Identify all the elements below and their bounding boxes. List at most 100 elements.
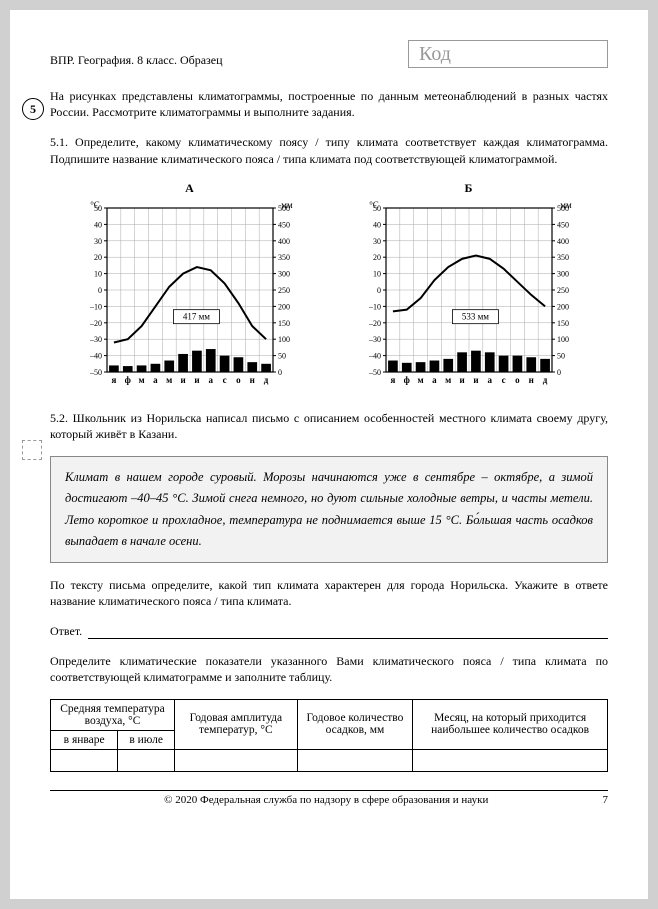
- svg-text:с: с: [501, 375, 505, 385]
- svg-text:о: о: [236, 375, 241, 385]
- svg-text:–20: –20: [368, 319, 381, 328]
- svg-text:0: 0: [557, 368, 561, 377]
- svg-text:20: 20: [94, 253, 102, 262]
- svg-text:–20: –20: [89, 319, 102, 328]
- question-number: 5: [22, 98, 44, 120]
- svg-text:50: 50: [278, 351, 286, 360]
- th-temp: Средняя температура воздуха, °С: [51, 699, 175, 730]
- svg-text:я: я: [390, 375, 395, 385]
- svg-text:а: а: [153, 375, 158, 385]
- svg-text:40: 40: [373, 220, 381, 229]
- svg-text:и: и: [180, 375, 185, 385]
- footer: © 2020 Федеральная служба по надзору в с…: [50, 790, 608, 806]
- svg-text:мм: мм: [560, 200, 572, 210]
- svg-text:ф: ф: [124, 375, 130, 385]
- th-jan: в январе: [51, 730, 118, 749]
- svg-text:300: 300: [557, 269, 569, 278]
- svg-text:и: и: [473, 375, 478, 385]
- task-5-2-intro: 5.2. Школьник из Норильска написал письм…: [50, 410, 608, 442]
- svg-text:50: 50: [557, 351, 565, 360]
- svg-text:мм: мм: [281, 200, 293, 210]
- svg-text:417 мм: 417 мм: [182, 311, 209, 321]
- letter-quote: Климат в нашем городе суровый. Морозы на…: [50, 456, 608, 563]
- th-amplitude: Годовая амплитуда температур, °С: [175, 699, 298, 749]
- th-jul: в июле: [118, 730, 175, 749]
- svg-text:0: 0: [278, 368, 282, 377]
- svg-text:0: 0: [377, 286, 381, 295]
- svg-text:с: с: [222, 375, 226, 385]
- cell-jan[interactable]: [51, 749, 118, 771]
- svg-text:–40: –40: [89, 351, 102, 360]
- svg-text:–40: –40: [368, 351, 381, 360]
- svg-text:–50: –50: [89, 368, 102, 377]
- chart-a-label: А: [75, 181, 305, 196]
- svg-text:100: 100: [278, 335, 290, 344]
- svg-text:н: н: [249, 375, 254, 385]
- answer-line: Ответ.: [50, 624, 608, 639]
- svg-text:250: 250: [557, 286, 569, 295]
- svg-text:20: 20: [373, 253, 381, 262]
- chart-b-col: Б 50403020100–10–20–30–40–50500450400350…: [354, 181, 584, 390]
- svg-text:450: 450: [278, 220, 290, 229]
- code-box: Код: [408, 40, 608, 68]
- th-precip: Годовое количество осадков, мм: [297, 699, 413, 749]
- svg-text:м: м: [417, 375, 423, 385]
- svg-text:100: 100: [557, 335, 569, 344]
- svg-text:200: 200: [557, 302, 569, 311]
- svg-text:150: 150: [278, 319, 290, 328]
- svg-text:–30: –30: [368, 335, 381, 344]
- svg-text:450: 450: [557, 220, 569, 229]
- svg-text:а: а: [432, 375, 437, 385]
- svg-text:10: 10: [373, 269, 381, 278]
- svg-text:350: 350: [278, 253, 290, 262]
- margin-checkbox: [22, 440, 42, 460]
- task-5-2-q1: По тексту письма определите, какой тип к…: [50, 577, 608, 609]
- svg-text:и: и: [194, 375, 199, 385]
- intro-text: На рисунках представлены климатограммы, …: [50, 88, 608, 120]
- task-5-1: 5.1. Определите, какому климатическому п…: [50, 134, 608, 166]
- svg-text:30: 30: [373, 237, 381, 246]
- svg-text:о: о: [515, 375, 520, 385]
- svg-text:250: 250: [278, 286, 290, 295]
- cell-amplitude[interactable]: [175, 749, 298, 771]
- svg-text:150: 150: [557, 319, 569, 328]
- task-5-2-q2: Определите климатические показатели указ…: [50, 653, 608, 685]
- charts-row: А 50403020100–10–20–30–40–50500450400350…: [50, 181, 608, 390]
- svg-text:533 мм: 533 мм: [461, 311, 488, 321]
- svg-text:30: 30: [94, 237, 102, 246]
- cell-precip[interactable]: [297, 749, 413, 771]
- cell-month[interactable]: [413, 749, 608, 771]
- svg-text:н: н: [528, 375, 533, 385]
- cell-jul[interactable]: [118, 749, 175, 771]
- chart-b: 50403020100–10–20–30–40–5050045040035030…: [354, 200, 584, 390]
- svg-text:0: 0: [98, 286, 102, 295]
- svg-text:м: м: [445, 375, 451, 385]
- svg-text:350: 350: [557, 253, 569, 262]
- answer-blank[interactable]: [88, 625, 608, 639]
- svg-text:д: д: [263, 375, 268, 385]
- chart-b-label: Б: [354, 181, 584, 196]
- svg-text:и: и: [459, 375, 464, 385]
- footer-copyright: © 2020 Федеральная служба по надзору в с…: [164, 794, 488, 806]
- svg-text:я: я: [111, 375, 116, 385]
- svg-text:40: 40: [94, 220, 102, 229]
- svg-text:400: 400: [557, 237, 569, 246]
- svg-text:а: а: [487, 375, 492, 385]
- chart-a-col: А 50403020100–10–20–30–40–50500450400350…: [75, 181, 305, 390]
- svg-text:400: 400: [278, 237, 290, 246]
- svg-text:–10: –10: [89, 302, 102, 311]
- footer-page: 7: [603, 794, 609, 806]
- svg-text:–10: –10: [368, 302, 381, 311]
- svg-text:ф: ф: [403, 375, 409, 385]
- page-header: ВПР. География. 8 класс. Образец Код: [50, 40, 608, 68]
- svg-text:10: 10: [94, 269, 102, 278]
- svg-text:м: м: [166, 375, 172, 385]
- svg-text:200: 200: [278, 302, 290, 311]
- svg-text:м: м: [138, 375, 144, 385]
- svg-text:300: 300: [278, 269, 290, 278]
- svg-text:–50: –50: [368, 368, 381, 377]
- page: ВПР. География. 8 класс. Образец Код 5 Н…: [10, 10, 648, 899]
- chart-a: 50403020100–10–20–30–40–5050045040035030…: [75, 200, 305, 390]
- climate-table: Средняя температура воздуха, °С Годовая …: [50, 699, 608, 772]
- th-month: Месяц, на который приходится наибольшее …: [413, 699, 608, 749]
